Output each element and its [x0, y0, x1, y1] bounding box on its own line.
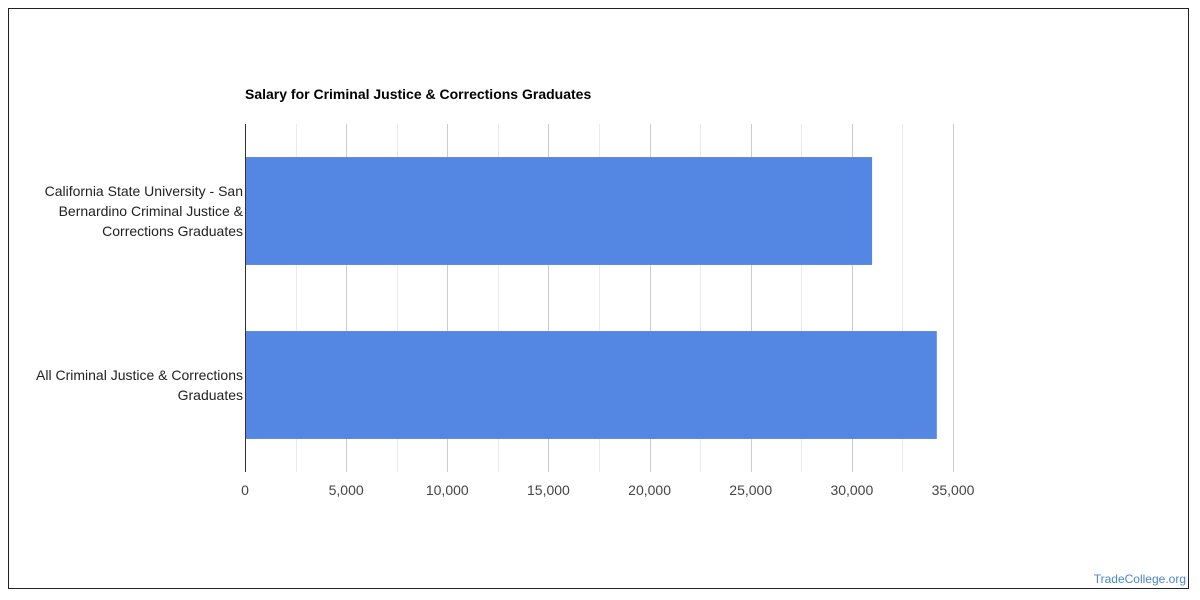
x-tick-label: 30,000 [830, 482, 873, 498]
category-label: California State University - San Bernard… [45, 183, 244, 239]
category-label-line: California State University - San [45, 183, 243, 199]
x-tick-label: 25,000 [729, 482, 772, 498]
category-label-line: All Criminal Justice & Corrections [36, 367, 243, 383]
category-labels: California State University - San Bernard… [36, 183, 244, 403]
x-tick-label: 35,000 [932, 482, 975, 498]
x-tick-label: 5,000 [329, 482, 364, 498]
x-tick-label: 15,000 [527, 482, 570, 498]
category-label-line: Corrections Graduates [102, 223, 243, 239]
category-label: All Criminal Justice & Corrections Gradua… [36, 367, 243, 403]
x-tick-labels: 0 5,000 10,000 15,000 20,000 25,000 30,000 35,0… [241, 482, 975, 498]
x-tick-label: 0 [241, 482, 249, 498]
bars [245, 157, 937, 439]
watermark[interactable]: TradeCollege.org [1093, 572, 1186, 586]
chart-title: Salary for Criminal Justice & Correction… [245, 86, 591, 102]
bar[interactable] [245, 331, 937, 439]
category-label-line: Graduates [178, 387, 243, 403]
x-tick-label: 20,000 [628, 482, 671, 498]
category-label-line: Bernardino Criminal Justice & [59, 203, 244, 219]
chart-frame [8, 8, 1189, 589]
x-tick-label: 10,000 [426, 482, 469, 498]
bar[interactable] [245, 157, 873, 265]
